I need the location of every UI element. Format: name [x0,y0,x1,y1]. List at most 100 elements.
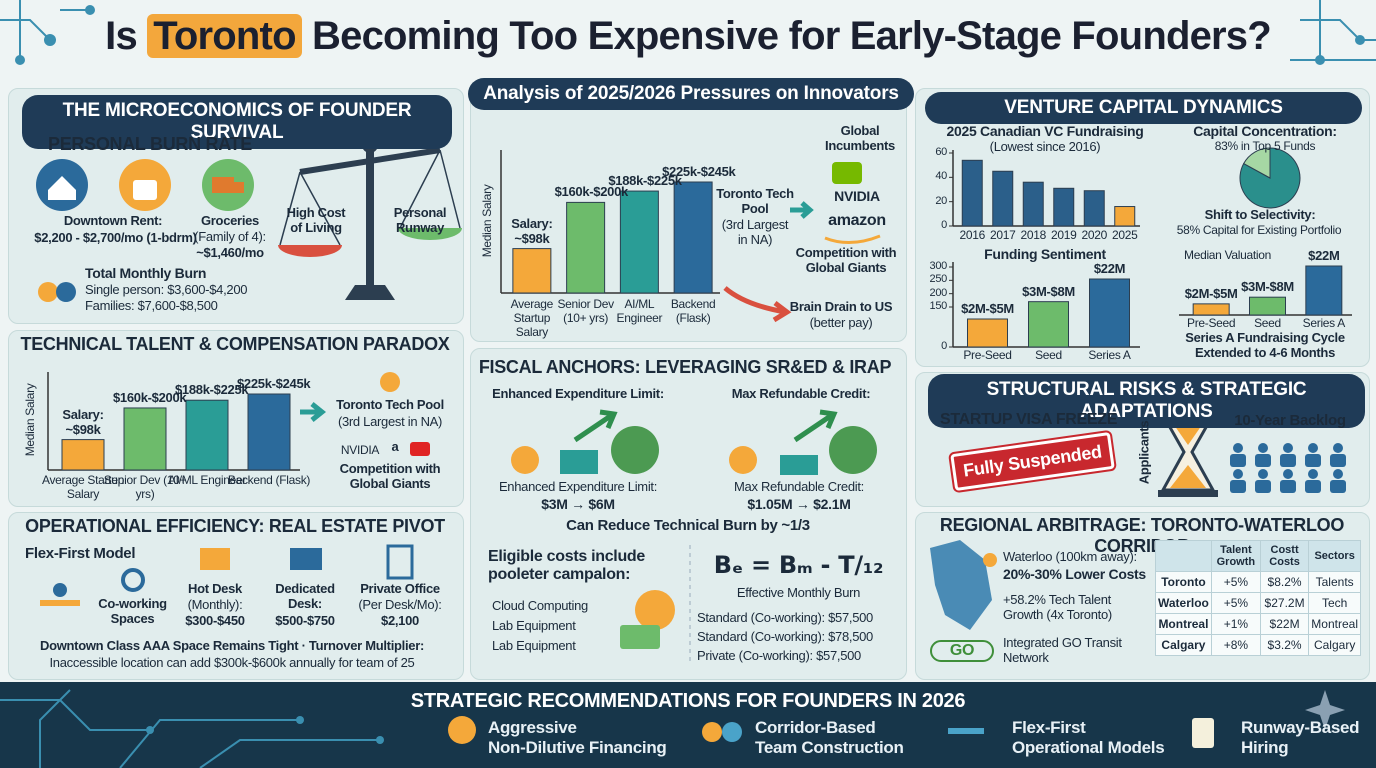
y-tick-label: 20 [935,194,947,207]
family-icon [56,282,76,302]
row-header: Montreal [1155,613,1212,635]
x-tick-label: Series A [1088,348,1131,362]
price: $500-$750 [275,613,335,628]
money-bags [511,409,877,649]
x-tick-label: Pre-Seed [963,348,1012,362]
selectivity-title: Shift to Selectivity: [1204,207,1316,222]
x-tick-label: 2017 [990,228,1016,242]
rent-label: Downtown Rent: [63,213,163,228]
reduction: Can Reduce Technical Burn by ~1/3 [566,517,810,534]
person [1230,454,1246,467]
bar-label: $3M-$8M [1022,283,1075,299]
eligible: Eligible costs include pooleter campalon… [488,548,645,584]
person [1305,480,1321,493]
pie-slice [1243,147,1271,179]
house [48,176,76,200]
logos: NVIDIA [834,188,880,204]
column-header: Talent Growth [1210,540,1261,572]
price: $300-$450 [185,613,245,628]
table-cell: +1% [1210,613,1261,635]
limit-label: Enhanced Expenditure Limit: [498,479,658,494]
groceries-value: ~$1,460/mo [196,245,264,260]
x-tick-label: Senior Dev (10+ yrs) [557,297,614,325]
formula-caption: Effective Monthly Burn [736,585,861,600]
person [1255,454,1271,467]
bar [1089,278,1130,348]
row-header: Waterloo [1155,592,1212,614]
burn-rate-heading: PERSONAL BURN RATE [48,134,252,154]
x-tick-label: 2025 [1112,228,1138,242]
person [1280,480,1296,493]
table-row: Calgary +8% $3.2% Calgary [1155,634,1361,656]
bar [1083,190,1105,227]
bar [619,190,659,294]
person [1233,469,1243,479]
burn-families: Families: $7,600-$8,500 [85,298,218,313]
table-cell: +8% [1210,634,1261,656]
bar-label: $160k-$200k [554,184,629,200]
table-cell: $27.2M [1259,592,1310,614]
title-text: Is [105,14,138,58]
note: (Monthly): [187,597,243,612]
office-icons [40,544,414,606]
person [1283,443,1293,453]
bar [967,318,1008,348]
x-tick-label: Backend (Flask) [670,297,716,325]
x-tick-label: Seed [1035,348,1062,362]
map [930,540,992,630]
title: Is Toronto Becoming Too Expensive for Ea… [0,14,1376,59]
logos: NVIDIA [340,443,380,457]
logos: a [391,439,399,454]
person [1305,454,1321,467]
bullet: Lab Equipment [492,638,576,653]
y-axis-label: Median Salary [23,383,38,457]
y-tick-label: 300 [929,260,948,272]
limit-value: $3M → $6M [541,496,615,512]
people-grid [1230,443,1346,493]
bar [1249,296,1286,316]
x-tick-label: Backend (Flask) [227,473,311,487]
backlog: 10-Year Backlog [1234,412,1346,429]
table-cell: $22M [1259,613,1310,635]
title: Funding Sentiment [984,246,1106,262]
recommendation: Hiring [1241,738,1289,757]
person [1280,454,1296,467]
person [1230,480,1246,493]
x-tick-label: 2020 [1081,228,1108,242]
bar [961,159,983,227]
recommendation: Corridor-Based [755,718,876,737]
label: Hot Desk [188,581,242,596]
bar-label: $188k-$225k [175,382,249,398]
person [1308,469,1318,479]
table-corner [1155,540,1212,572]
selectivity-note: 58% Capital for Existing Portfolio [1176,223,1342,237]
title-text: Becoming Too Expensive for Early-Stage F… [312,14,1272,58]
bar-label: $2M-$5M [1184,285,1238,301]
banner-icons [448,690,1345,748]
panel [8,330,464,507]
row-header: Calgary [1155,634,1212,656]
bar-label: $22M [1093,261,1126,277]
x-tick-label: Seed [1254,316,1281,330]
pool-note: (3rd Largest in NA) [337,414,443,429]
waterloo: Waterloo (100km away): [1003,549,1137,564]
logo-icon [832,162,862,184]
heading: OPERATIONAL EFFICIENCY: REAL ESTATE PIVO… [25,516,445,536]
recommendation: Team Construction [755,738,904,757]
heading: THE MICROECONOMICS OF FOUNDER SURVIVAL [22,95,452,149]
bar-label: Salary: ~$98k [62,406,104,437]
model: Flex-First Model [25,545,136,562]
talent-growth: +58.2% Tech Talent Growth (4x Toronto) [1003,592,1112,622]
bar [1305,265,1343,316]
y-tick-label: 40 [935,170,947,183]
bar [512,248,552,294]
recommendation: Non-Dilutive Financing [488,738,667,757]
subtitle: (Lowest since 2016) [989,139,1101,154]
pin-icon [380,372,400,392]
pool: Toronto Tech Pool [336,397,444,412]
title: Capital Concentration: [1193,123,1337,139]
recommendation: Flex-First [1012,718,1086,737]
scenario: Private (Co-working): $57,500 [697,648,861,663]
y-tick-label: 0 [941,340,947,352]
